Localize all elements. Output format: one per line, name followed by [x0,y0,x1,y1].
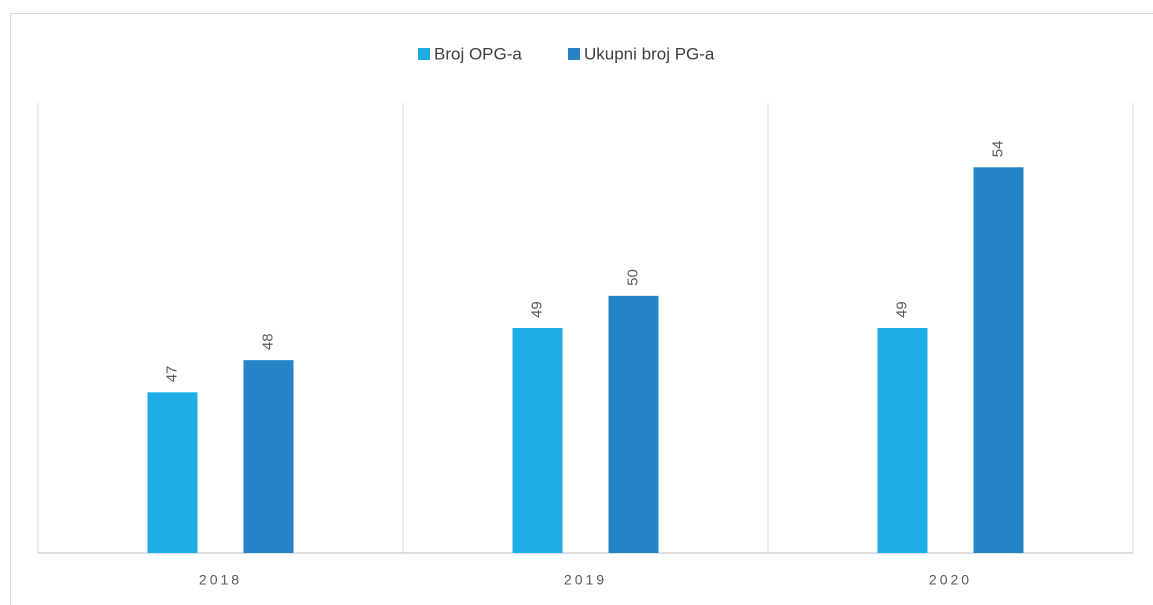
data-label: 54 [989,141,1006,158]
data-label: 50 [624,269,641,286]
data-label: 48 [259,333,276,350]
data-label: 49 [893,301,910,318]
bar [512,328,563,553]
legend-label: Broj OPG-a [434,44,522,63]
x-tick-label: 2019 [564,572,607,588]
bar [147,392,198,553]
bar [608,295,659,553]
bar [973,167,1024,554]
x-tick-label: 2020 [929,572,972,588]
bar [877,328,928,553]
data-label: 49 [528,301,545,318]
legend-swatch [568,48,580,60]
legend-label: Ukupni broj PG-a [584,44,715,63]
data-label: 47 [163,366,180,383]
bar [243,360,294,553]
chart-frame [10,13,1153,605]
x-tick-label: 2018 [199,572,242,588]
legend-swatch [418,48,430,60]
